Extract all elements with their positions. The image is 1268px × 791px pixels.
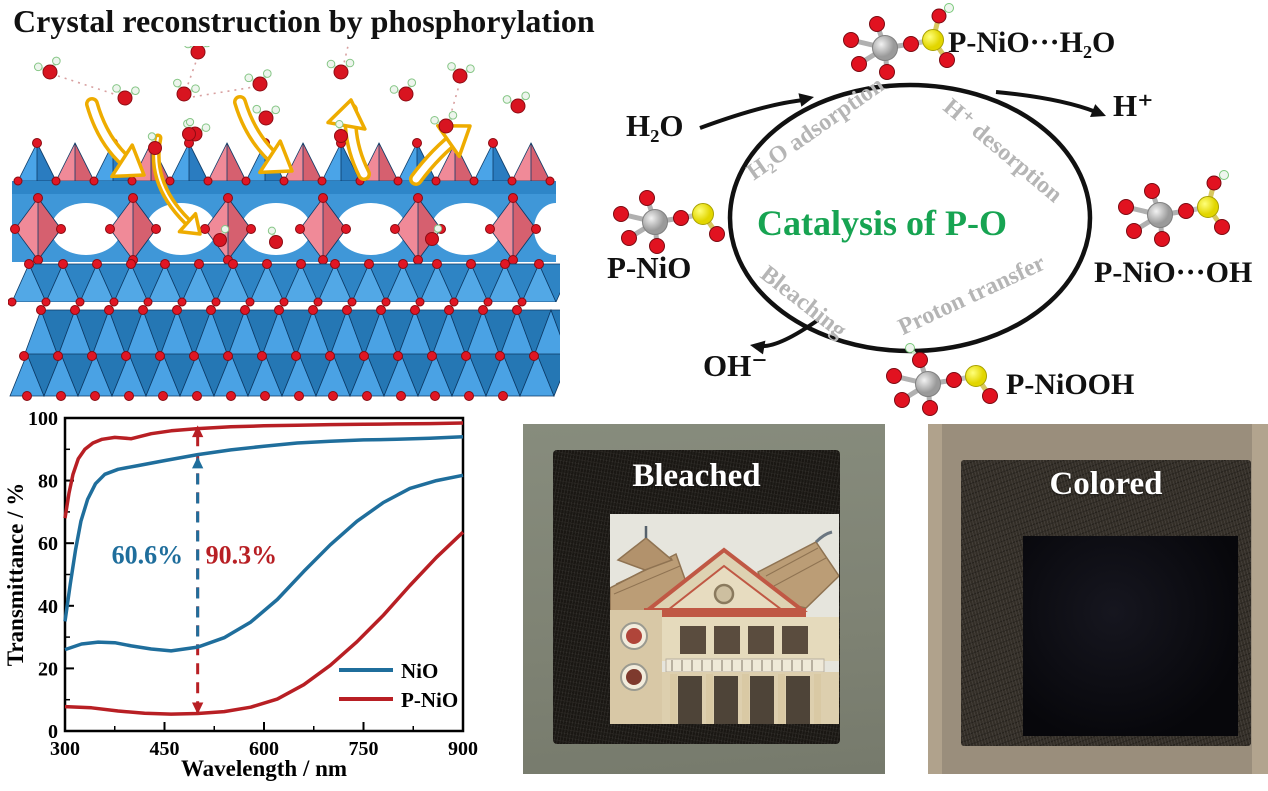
building-scene-illustration <box>609 514 840 724</box>
bleached-device-window <box>609 514 840 724</box>
svg-text:20: 20 <box>38 658 58 680</box>
colored-device-frame: Colored <box>961 460 1251 746</box>
colored-device-photo: Colored <box>928 424 1268 774</box>
svg-text:600: 600 <box>249 738 279 760</box>
bleached-label: Bleached <box>632 458 761 494</box>
catalysis-center-label: Catalysis of P-O <box>757 203 1007 243</box>
svg-text:450: 450 <box>150 738 180 760</box>
bleached-device-frame: Bleached <box>553 450 840 744</box>
svg-text:0: 0 <box>48 721 58 743</box>
svg-text:60.6%: 60.6% <box>112 541 184 570</box>
svg-text:P-NiO: P-NiO <box>401 688 458 712</box>
svg-text:NiO: NiO <box>401 659 438 683</box>
p-niooh-label: P-NiOOH <box>1006 368 1135 401</box>
colored-label: Colored <box>1049 466 1163 502</box>
svg-text:750: 750 <box>349 738 379 760</box>
svg-text:300: 300 <box>50 738 80 760</box>
p-nio-label: P-NiO <box>607 250 692 285</box>
svg-text:Wavelength / nm: Wavelength / nm <box>181 756 347 781</box>
svg-text:Transmittance / %: Transmittance / % <box>3 483 28 667</box>
p-nio-oh-label: P-NiO···OH <box>1094 256 1253 289</box>
svg-text:40: 40 <box>38 596 58 618</box>
svg-text:60: 60 <box>38 533 58 555</box>
catalytic-cycle-illustration <box>613 3 1230 416</box>
svg-text:900: 900 <box>448 738 478 760</box>
svg-text:90.3%: 90.3% <box>206 541 277 570</box>
svg-text:80: 80 <box>38 471 58 493</box>
oh-minus-output-label: OH⁻ <box>703 348 768 383</box>
p-nio-h2o-label: P-NiO···H₂O <box>948 26 1116 59</box>
transmittance-chart: 300 450 600 750 900 0 20 40 60 80 100 60.6% 90.3% NiO… <box>3 408 478 781</box>
colored-device-window <box>1023 536 1238 736</box>
crystal-structure-illustration <box>8 46 560 401</box>
h2o-input-label: H₂O <box>626 108 684 143</box>
h-plus-output-label: H⁺ <box>1113 88 1154 123</box>
figure-title: Crystal reconstruction by phosphorylatio… <box>13 3 595 39</box>
bleached-device-photo: Bleached <box>523 424 885 774</box>
svg-text:100: 100 <box>28 408 58 430</box>
